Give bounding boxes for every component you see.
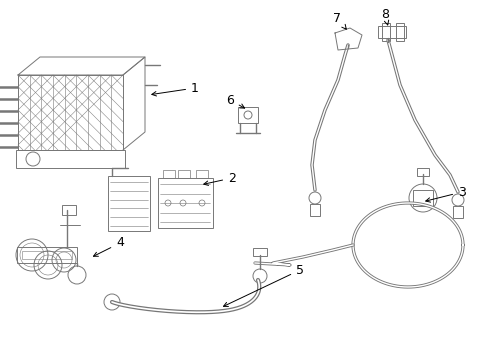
Text: 6: 6: [226, 94, 245, 108]
Bar: [158, 178, 213, 228]
Bar: [253, 248, 267, 256]
Bar: [378, 26, 406, 38]
Bar: [17, 247, 77, 263]
Text: 8: 8: [381, 9, 389, 25]
Bar: [453, 206, 463, 218]
Bar: [62, 205, 76, 215]
Text: 2: 2: [204, 171, 236, 185]
Bar: [16, 150, 125, 168]
Text: 4: 4: [94, 237, 124, 256]
Bar: [238, 107, 258, 123]
Bar: [18, 75, 123, 150]
Bar: [178, 170, 190, 178]
Bar: [108, 176, 150, 231]
Text: 3: 3: [426, 185, 466, 202]
Text: 5: 5: [223, 264, 304, 306]
Text: 1: 1: [152, 81, 199, 96]
Bar: [163, 170, 175, 178]
Bar: [310, 204, 320, 216]
Text: 7: 7: [333, 12, 346, 29]
Bar: [22, 251, 72, 259]
Bar: [417, 168, 429, 176]
Bar: [196, 170, 208, 178]
Bar: [413, 190, 433, 206]
Bar: [396, 23, 404, 41]
Bar: [382, 23, 390, 41]
